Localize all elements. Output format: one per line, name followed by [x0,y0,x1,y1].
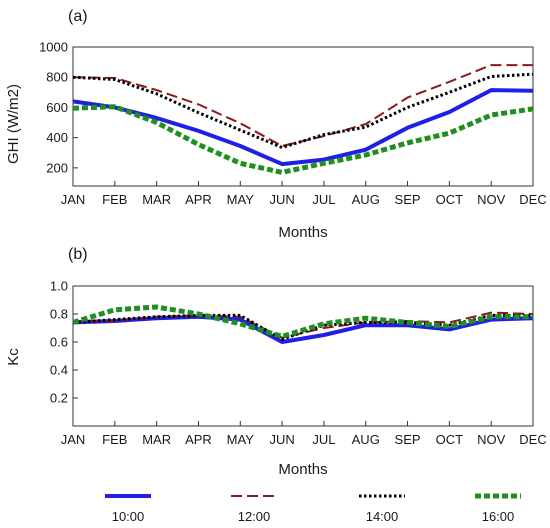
x-tick-label: MAR [142,192,171,207]
legend-label: 12:00 [238,509,271,524]
series-line-1600 [72,104,534,175]
series-line-1200 [72,311,534,339]
legend-item: 14:00 [359,494,405,524]
panel-a-label: (a) [68,8,88,25]
y-tick-label: 0.4 [50,363,68,378]
y-tick-label: 1.0 [50,279,68,294]
plot-frame [72,46,534,187]
panel-b-label: (b) [68,246,88,263]
y-tick-label: 600 [46,100,68,115]
legend-label: 16:00 [482,509,515,524]
x-tick-label: NOV [477,192,506,207]
y-tick-label: 0.6 [50,335,68,350]
y-tick-label: 200 [46,160,68,175]
x-tick-label: JUN [269,192,294,207]
panel-a-xlabel: Months [278,224,327,241]
series-line-1400 [72,72,534,149]
x-tick-label: APR [185,192,212,207]
series-line-1600 [72,304,533,339]
y-tick-label: 1000 [39,40,68,55]
panel-b-xlabel: Months [278,461,327,478]
legend-label: 10:00 [112,509,145,524]
x-tick-label: JUN [269,432,294,447]
x-tick-label: JUL [312,432,335,447]
legend-label: 14:00 [366,509,399,524]
x-tick-label: DEC [519,432,546,447]
legend: 10:00 12:00 14:00 16:00 [105,493,521,524]
x-tick-label: SEP [395,192,421,207]
x-tick-label: OCT [436,192,464,207]
series-line-1000 [72,88,534,167]
x-tick-label: JUL [312,192,335,207]
x-tick-label: AUG [352,432,380,447]
x-tick-label: NOV [477,432,506,447]
series-line-1200 [72,64,533,147]
x-tick-label: AUG [352,192,380,207]
x-tick-label: MAR [142,432,171,447]
y-tick-label: 800 [46,70,68,85]
plots-layer: JAN FEB MAR APR MAY JUN JUL AUG SEP OCT NOV DEC 200 4… [39,40,547,448]
panel-a: JAN FEB MAR APR MAY JUN JUL AUG SEP OCT NOV DEC 200 4… [39,40,547,208]
x-tick-label: JAN [61,432,86,447]
y-tick-label: 400 [46,130,68,145]
legend-item: 10:00 [105,494,151,524]
x-tick-label: DEC [519,192,546,207]
y-tick-label: 0.8 [50,307,68,322]
x-tick-label: FEB [102,192,127,207]
legend-item: 12:00 [231,495,277,524]
x-tick-label: JAN [61,192,86,207]
panel-b-ylabel: Kc [5,348,22,366]
legend-item: 16:00 [475,493,521,524]
x-tick-label: APR [185,432,212,447]
panel-b: JAN FEB MAR APR MAY JUN JUL AUG SEP OCT NOV DEC 0.2 0… [50,279,547,448]
plot-frame [72,285,534,427]
x-tick-label: OCT [436,432,464,447]
x-tick-label: FEB [102,432,127,447]
series-line-1400 [72,313,533,341]
x-tick-label: MAY [227,192,255,207]
panel-a-ylabel: GHI (W/m2) [5,84,22,164]
y-tick-label: 0.2 [50,391,68,406]
x-tick-label: MAY [227,432,255,447]
x-tick-label: SEP [395,432,421,447]
